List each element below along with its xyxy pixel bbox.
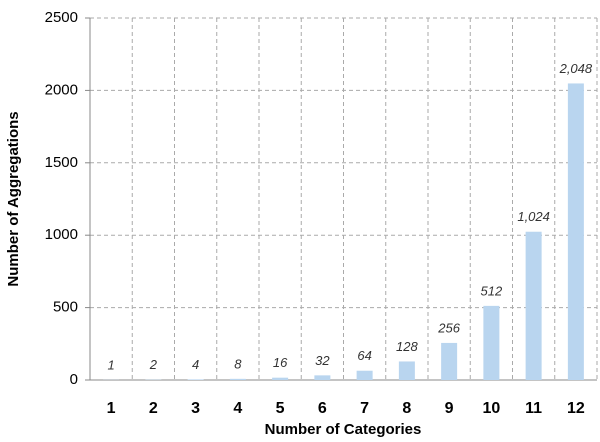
bar [567, 83, 584, 381]
y-tick-label: 1500 [45, 154, 78, 171]
value-label: 16 [273, 355, 288, 370]
x-tick-label: 3 [191, 400, 200, 417]
x-tick-label: 10 [482, 400, 500, 417]
bar [398, 361, 415, 380]
x-tick-label: 7 [360, 400, 369, 417]
x-tick-label: 2 [149, 400, 158, 417]
y-axis-label: Number of Aggregations [5, 111, 22, 286]
bar [441, 342, 458, 380]
value-label: 8 [234, 356, 242, 371]
y-tick-label: 1000 [45, 226, 78, 243]
y-tick-label: 2500 [45, 9, 78, 26]
value-label: 1,024 [517, 209, 550, 224]
x-tick-label: 1 [107, 400, 116, 417]
value-label: 512 [481, 283, 503, 298]
x-tick-label: 9 [445, 400, 454, 417]
value-label: 256 [437, 320, 460, 335]
x-tick-label: 8 [402, 400, 411, 417]
x-tick-label: 4 [233, 400, 242, 417]
bar [356, 370, 373, 380]
value-label: 4 [192, 357, 199, 372]
value-label: 32 [315, 353, 330, 368]
bar [483, 305, 500, 380]
bar [314, 375, 331, 380]
value-label: 64 [357, 348, 371, 363]
x-tick-label: 5 [276, 400, 285, 417]
value-label: 2,048 [559, 61, 593, 76]
y-tick-label: 0 [70, 371, 78, 388]
bar [525, 231, 542, 380]
value-label: 1 [108, 357, 115, 372]
x-tick-label: 6 [318, 400, 327, 417]
bar [187, 379, 204, 380]
bar [229, 378, 246, 380]
y-tick-label: 500 [53, 299, 78, 316]
bar [272, 377, 289, 380]
value-label: 128 [396, 339, 418, 354]
x-tick-label: 11 [525, 400, 542, 417]
x-tick-label: 12 [567, 400, 585, 417]
y-tick-label: 2000 [45, 81, 78, 98]
value-label: 2 [149, 357, 158, 372]
x-axis-label: Number of Categories [265, 421, 422, 438]
